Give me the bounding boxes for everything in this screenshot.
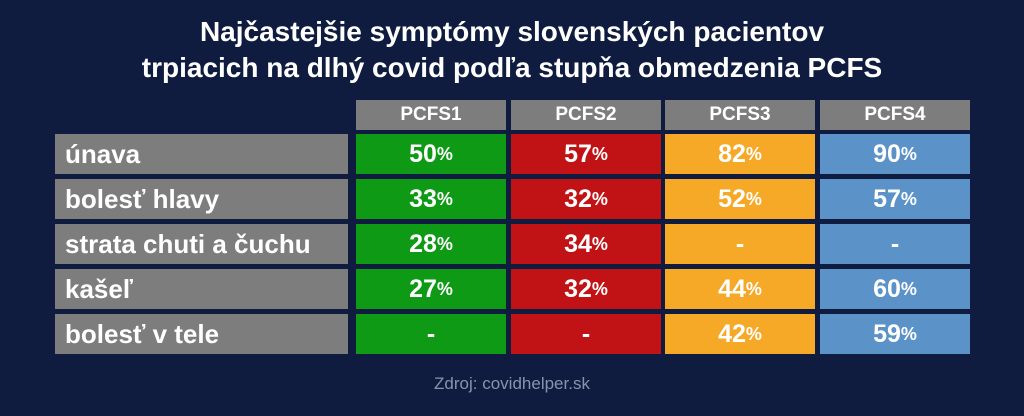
value-cell-pcfs2: 34% — [511, 224, 661, 264]
value-cell-pcfs4: 90% — [820, 134, 970, 174]
value-number: 34 — [564, 229, 592, 258]
percent-unit: % — [436, 188, 453, 209]
value-cell-pcfs2: 32% — [511, 269, 661, 309]
value-number: 82 — [718, 139, 746, 168]
value-cell-pcfs2: - — [511, 314, 661, 354]
percent-unit: % — [745, 323, 762, 344]
row-label: bolesť v tele — [55, 314, 348, 354]
column-header-pcfs4: PCFS4 — [820, 100, 970, 130]
value-cell-pcfs3: 44% — [665, 269, 815, 309]
chart-title: Najčastejšie symptómy slovenských pacien… — [0, 14, 1024, 86]
percent-unit: % — [900, 278, 917, 299]
percent-unit: % — [745, 188, 762, 209]
percent-unit: % — [591, 188, 608, 209]
value-cell-pcfs3: 42% — [665, 314, 815, 354]
percent-unit: % — [591, 278, 608, 299]
value-cell-pcfs4: 59% — [820, 314, 970, 354]
percent-unit: % — [436, 278, 453, 299]
percent-unit: % — [745, 143, 762, 164]
value-number: 32 — [564, 274, 592, 303]
value-number: 50 — [409, 139, 437, 168]
value-number: 60 — [873, 274, 901, 303]
column-header-pcfs1: PCFS1 — [356, 100, 506, 130]
value-cell-pcfs1: - — [356, 314, 506, 354]
value-cell-pcfs2: 57% — [511, 134, 661, 174]
row-label: strata chuti a čuchu — [55, 224, 348, 264]
title-line-1: Najčastejšie symptómy slovenských pacien… — [199, 16, 825, 47]
value-cell-pcfs4: - — [820, 224, 970, 264]
value-cell-pcfs3: - — [665, 224, 815, 264]
value-cell-pcfs3: 52% — [665, 179, 815, 219]
value-cell-pcfs3: 82% — [665, 134, 815, 174]
value-cell-pcfs1: 33% — [356, 179, 506, 219]
value-number: 59 — [873, 319, 901, 348]
row-label: únava — [55, 134, 348, 174]
value-number: 57 — [873, 184, 901, 213]
percent-unit: % — [591, 143, 608, 164]
value-number: - — [581, 319, 591, 348]
value-cell-pcfs1: 27% — [356, 269, 506, 309]
value-number: - — [890, 229, 900, 258]
percent-unit: % — [745, 278, 762, 299]
percent-unit: % — [436, 233, 453, 254]
percent-unit: % — [900, 188, 917, 209]
percent-unit: % — [591, 233, 608, 254]
row-label: kašeľ — [55, 269, 348, 309]
value-cell-pcfs4: 60% — [820, 269, 970, 309]
value-number: 57 — [564, 139, 592, 168]
value-number: 27 — [409, 274, 437, 303]
value-number: 32 — [564, 184, 592, 213]
value-cell-pcfs1: 50% — [356, 134, 506, 174]
percent-unit: % — [900, 323, 917, 344]
value-number: - — [426, 319, 436, 348]
percent-unit: % — [436, 143, 453, 164]
column-header-pcfs2: PCFS2 — [511, 100, 661, 130]
value-number: 28 — [409, 229, 437, 258]
title-line-2: trpiacich na dlhý covid podľa stupňa obm… — [141, 52, 883, 83]
value-number: 42 — [718, 319, 746, 348]
value-number: - — [735, 229, 745, 258]
value-cell-pcfs1: 28% — [356, 224, 506, 264]
column-header-pcfs3: PCFS3 — [665, 100, 815, 130]
value-number: 44 — [718, 274, 746, 303]
value-number: 33 — [409, 184, 437, 213]
value-number: 90 — [873, 139, 901, 168]
value-cell-pcfs2: 32% — [511, 179, 661, 219]
source-note: Zdroj: covidhelper.sk — [434, 374, 590, 393]
percent-unit: % — [900, 143, 917, 164]
value-cell-pcfs4: 57% — [820, 179, 970, 219]
row-label: bolesť hlavy — [55, 179, 348, 219]
value-number: 52 — [718, 184, 746, 213]
